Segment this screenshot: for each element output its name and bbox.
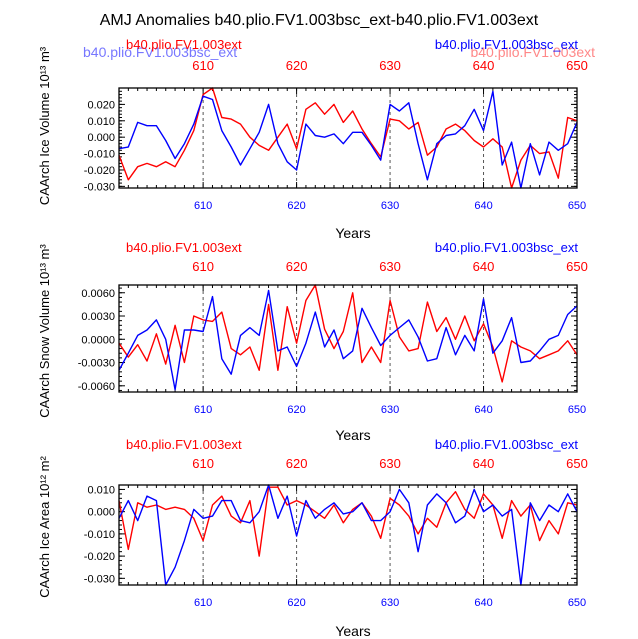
y-tick-label: 0.000 [87,132,115,144]
x-tick-label-top: 630 [379,259,401,274]
ice-area-panel: -0.030 -0.020 -0.010 0.000 0.010 610 610 620 620… [84,456,588,609]
x-tick-label-bottom: 620 [287,597,305,609]
x-tick-label-top: 610 [192,456,214,471]
x-tick-label-bottom: 630 [381,404,399,416]
ice-volume-panel: -0.030 -0.020 -0.010 0.000 0.010 0.020 610 610 6… [84,58,588,212]
y-axis-label-ice-volume: CAArch Ice Volume 10¹³ m³ [37,46,52,205]
y-tick-label: -0.010 [84,529,115,541]
plot-frame [118,87,578,189]
y-axis-label-snow-volume: CAArch Snow Volume 10¹³ m³ [37,244,52,418]
y-tick-label: -0.010 [84,149,115,161]
x-tick-label-top: 620 [286,259,308,274]
x-tick-label-bottom: 650 [568,597,586,609]
series-line-ext [118,87,578,189]
legend-left-ice-volume: b40.plio.FV1.003ext [126,37,242,52]
x-tick-label-bottom: 610 [194,404,212,416]
x-axis-label-ice-area: Years [335,623,370,639]
snow-volume-panel: -0.0060 -0.0030 0.0000 0.0030 0.0060 610 610 62… [78,259,588,416]
legend-right-ice-volume: b40.plio.FV1.003bsc_ext [435,37,578,52]
x-tick-label-top: 620 [286,456,308,471]
x-axis-label-snow-volume: Years [335,427,370,443]
y-tick-label: 0.0000 [81,334,115,346]
x-tick-label-top: 650 [566,259,588,274]
x-tick-label-top: 620 [286,58,308,73]
x-tick-label-top: 650 [566,58,588,73]
y-tick-label: 0.000 [87,507,115,519]
ghost-legend-right: b40.plio.FV1.003ext [470,44,595,60]
y-tick-label: 0.0030 [81,311,115,323]
legend-right-ice-area: b40.plio.FV1.003bsc_ext [435,437,578,452]
x-tick-label-top: 630 [379,58,401,73]
series-line-bsc-ext [118,289,578,391]
x-tick-label-bottom: 640 [474,200,492,212]
y-tick-label: 0.010 [87,116,115,128]
y-tick-label: 0.0060 [81,288,115,300]
y-tick-label: -0.020 [84,551,115,563]
x-tick-label-top: 640 [473,259,495,274]
x-tick-label-top: 610 [192,58,214,73]
ghost-legend-left: b40.plio.FV1.003bsc_ext [83,44,237,60]
series-line-bsc-ext [118,90,578,189]
series-line-bsc-ext [118,484,578,586]
series-line-ext [118,284,578,383]
plot-frame [118,284,578,393]
legend-left-snow-volume: b40.plio.FV1.003ext [126,240,242,255]
x-tick-label-top: 640 [473,58,495,73]
y-tick-label: -0.030 [84,573,115,585]
x-tick-label-bottom: 640 [474,404,492,416]
y-tick-label: 0.010 [87,484,115,496]
legend-left-ice-area: b40.plio.FV1.003ext [126,437,242,452]
x-tick-label-bottom: 650 [568,404,586,416]
x-tick-label-bottom: 610 [194,200,212,212]
figure-title: AMJ Anomalies b40.plio.FV1.003bsc_ext-b4… [100,12,539,29]
x-tick-label-top: 650 [566,456,588,471]
x-tick-label-bottom: 630 [381,200,399,212]
legend-right-snow-volume: b40.plio.FV1.003bsc_ext [435,240,578,255]
y-tick-label: -0.020 [84,165,115,177]
x-tick-label-bottom: 620 [287,404,305,416]
y-tick-label: -0.030 [84,181,115,193]
y-tick-label: 0.020 [87,99,115,111]
x-tick-label-top: 610 [192,259,214,274]
x-tick-label-top: 640 [473,456,495,471]
x-tick-label-bottom: 640 [474,597,492,609]
x-axis-label-ice-volume: Years [335,225,370,241]
x-tick-label-bottom: 620 [287,200,305,212]
plot-frame [118,484,578,586]
x-tick-label-bottom: 630 [381,597,399,609]
x-tick-label-bottom: 610 [194,597,212,609]
y-tick-label: -0.0030 [78,358,115,370]
y-tick-label: -0.0060 [78,381,115,393]
y-axis-label-ice-area: CAArch Ice Area 10¹² m² [37,456,52,598]
series-line-ext [118,486,578,557]
x-tick-label-bottom: 650 [568,200,586,212]
x-tick-label-top: 630 [379,456,401,471]
